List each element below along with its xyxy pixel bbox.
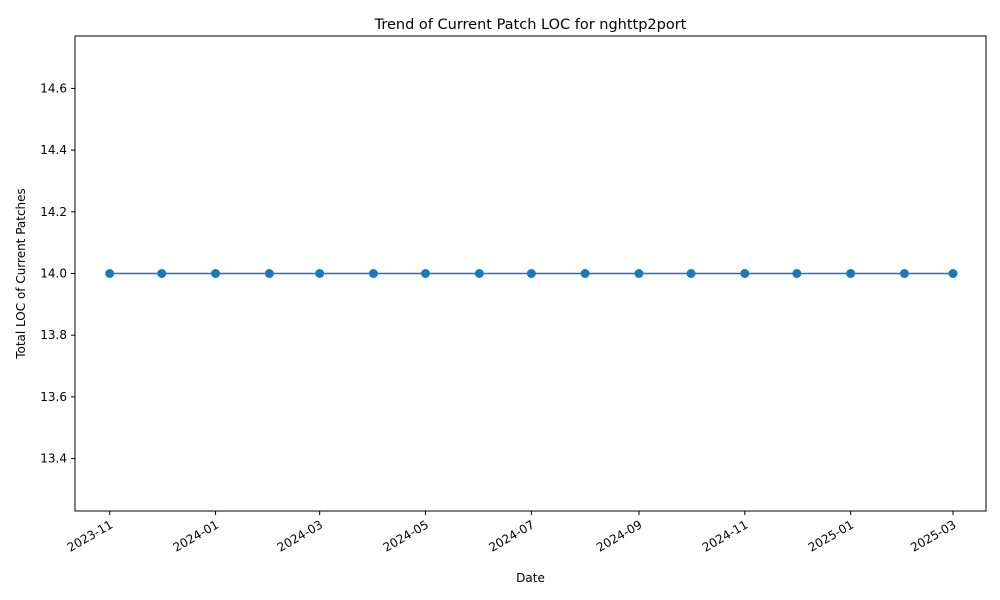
data-point [792, 269, 802, 278]
series-layer [105, 269, 958, 278]
data-point [315, 269, 325, 278]
data-point [846, 269, 856, 278]
data-point [634, 269, 644, 278]
y-tick-label: 13.6 [40, 390, 67, 404]
data-point [740, 269, 750, 278]
data-point [948, 269, 958, 278]
y-axis-title: Total LOC of Current Patches [14, 188, 28, 360]
x-axis-title: Date [516, 571, 545, 585]
data-point [899, 269, 909, 278]
y-tick-label: 14.6 [40, 81, 67, 95]
data-point [105, 269, 115, 278]
data-point [157, 269, 167, 278]
data-point [211, 269, 221, 278]
data-point [264, 269, 274, 278]
y-tick-label: 14.0 [40, 267, 67, 281]
y-tick-label: 14.2 [40, 205, 67, 219]
chart-title: Trend of Current Patch LOC for nghttp2po… [374, 17, 687, 33]
data-point [474, 269, 484, 278]
data-point [526, 269, 536, 278]
data-point [421, 269, 431, 278]
y-tick-label: 13.8 [40, 328, 67, 342]
data-point [686, 269, 696, 278]
data-point [368, 269, 378, 278]
y-tick-label: 14.4 [40, 143, 67, 157]
data-point [580, 269, 590, 278]
y-axis-ticks: 13.4 13.6 13.8 14.0 14.2 14.4 14.6 [40, 81, 75, 466]
y-tick-label: 13.4 [40, 452, 67, 466]
